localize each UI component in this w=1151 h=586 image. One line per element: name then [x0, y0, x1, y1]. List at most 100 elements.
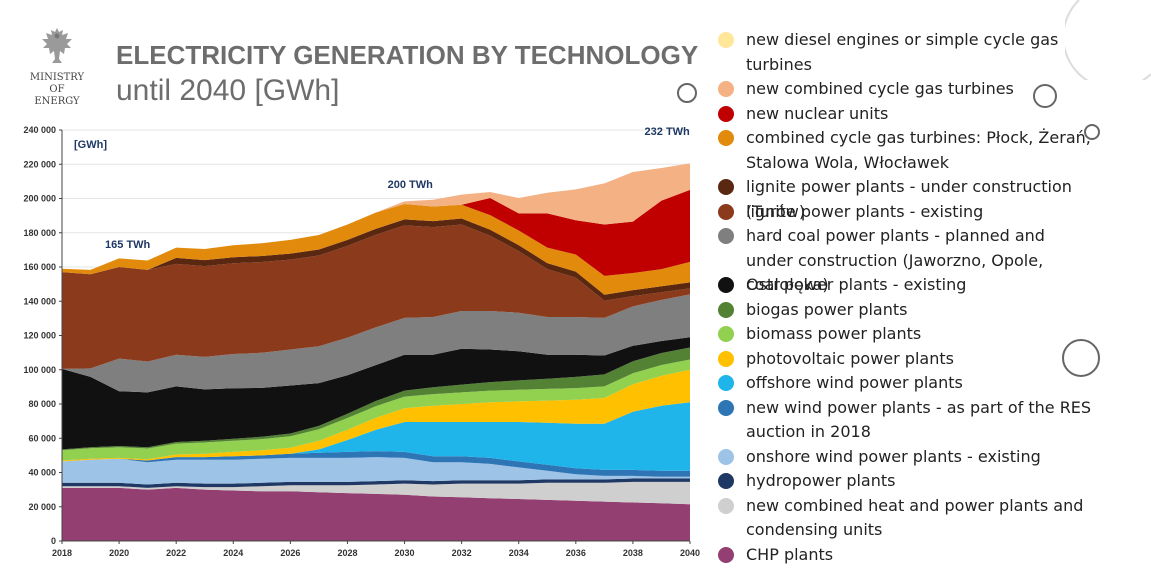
series-area-4 [62, 451, 690, 477]
x-tick-label: 2020 [109, 548, 129, 558]
ministry-line-1: MINISTRY [29, 72, 85, 83]
series-area-3 [62, 457, 690, 485]
legend-label: combined cycle gas turbines: Płock, Żera… [746, 128, 1091, 172]
total-annotation: 165 TWh [105, 239, 151, 251]
x-tick-label: 2028 [337, 548, 357, 558]
series-area-0 [62, 487, 690, 541]
legend-label: new combined heat and power plants and c… [746, 495, 1084, 540]
legend-item: onshore wind power plants - existing [718, 445, 1096, 470]
y-tick-label: 40 000 [28, 468, 56, 478]
legend-swatch [718, 473, 734, 489]
ministry-emblem: MINISTRY OF ENERGY [26, 26, 88, 108]
page-subtitle: until 2040 [GWh] [116, 74, 340, 107]
legend-swatch [718, 203, 734, 220]
total-annotation: 232 TWh [645, 126, 691, 138]
series-area-15 [62, 163, 690, 270]
legend-swatch [718, 228, 734, 244]
y-tick-label: 160 000 [23, 262, 56, 272]
series-area-6 [62, 369, 690, 462]
legend-label: new wind power plants - as part of the R… [746, 397, 1092, 442]
legend-label: CHP plants [746, 544, 834, 564]
legend-label: lignite power plants - existing [746, 201, 984, 221]
legend-swatch [718, 277, 734, 293]
legend-label: new combined cycle gas turbines [746, 79, 1014, 98]
decorative-arc [1065, 0, 1151, 80]
legend-label: onshore wind power plants - existing [746, 446, 1041, 466]
x-tick-label: 2040 [680, 548, 700, 558]
series-area-10 [62, 294, 690, 393]
y-tick-label: 80 000 [28, 399, 56, 409]
y-tick-label: 20 000 [28, 502, 56, 512]
decorative-circle [1033, 84, 1057, 108]
decorative-circle [677, 83, 697, 103]
legend-item: offshore wind power plants [718, 371, 1096, 396]
x-tick-label: 2038 [623, 548, 643, 558]
legend-item: lignite power plants - existing [718, 200, 1096, 225]
legend-swatch [718, 399, 734, 416]
ministry-line-2: OF ENERGY [34, 84, 80, 107]
legend-label: new diesel engines or simple cycle gas t… [746, 30, 1059, 74]
y-tick-label: 180 000 [23, 228, 56, 238]
series-area-9 [62, 337, 690, 450]
legend-swatch [718, 448, 734, 465]
x-tick-label: 2022 [166, 548, 186, 558]
x-tick-label: 2036 [566, 548, 586, 558]
legend-swatch [718, 497, 734, 514]
legend-item: new combined cycle gas turbines [718, 77, 1096, 102]
legend-swatch [718, 81, 734, 97]
legend-item: lignite power plants - under constructio… [718, 175, 1096, 224]
y-tick-label: 100 000 [23, 365, 56, 375]
legend-swatch [718, 32, 734, 48]
eagle-emblem-icon [42, 28, 72, 63]
unit-label: [GWh] [74, 139, 107, 151]
y-tick-label: 140 000 [23, 296, 56, 306]
total-annotation: 200 TWh [388, 179, 434, 191]
y-tick-label: 200 000 [23, 194, 56, 204]
series-area-7 [62, 359, 690, 461]
x-tick-label: 2018 [52, 548, 72, 558]
y-tick-label: 220 000 [23, 159, 56, 169]
legend-item: new nuclear units [718, 102, 1096, 127]
legend-swatch [718, 179, 734, 195]
y-tick-label: 240 000 [23, 125, 56, 135]
decorative-circle [1084, 124, 1100, 140]
legend-label: biogas power plants [746, 299, 908, 319]
series-area-5 [62, 402, 690, 471]
legend-label: hydropower plants [746, 471, 896, 490]
legend-item: combined cycle gas turbines: Płock, Żera… [718, 126, 1096, 175]
legend-label: biomass power plants [746, 324, 922, 343]
legend-label: hard coal power plants - planned and und… [746, 226, 1045, 294]
x-tick-label: 2032 [452, 548, 472, 558]
legend-label: coal power plants - existing [746, 275, 967, 294]
series-area-11 [62, 224, 690, 369]
legend-item: new wind power plants - as part of the R… [718, 396, 1096, 445]
legend-item: new combined heat and power plants and c… [718, 494, 1096, 543]
decorative-circle [1062, 339, 1100, 377]
stacked-area-chart: 0 20 000 40 000 60 000 80 000 100 000 120 000 1… [23, 125, 700, 558]
x-tick-label: 2024 [223, 548, 243, 558]
page-title: ELECTRICITY GENERATION BY TECHNOLOGY [116, 40, 699, 70]
x-tick-label: 2034 [509, 548, 529, 558]
y-tick-label: 0 [51, 536, 56, 546]
legend-item: biomass power plants [718, 322, 1096, 347]
legend-item: hydropower plants [718, 469, 1096, 494]
legend-label: new nuclear units [746, 103, 889, 123]
legend-item: CHP plants [718, 543, 1096, 568]
legend-item: photovoltaic power plants [718, 347, 1096, 372]
y-tick-label: 120 000 [23, 331, 56, 341]
series-area-12 [62, 218, 690, 301]
legend-swatch [718, 375, 734, 391]
legend-label: offshore wind power plants [746, 373, 963, 392]
legend-swatch [718, 105, 734, 122]
x-tick-label: 2026 [280, 548, 300, 558]
legend-swatch [718, 546, 734, 563]
series-area-2 [62, 478, 690, 488]
legend-swatch [718, 301, 734, 318]
legend-item: hard coal power plants - planned and und… [718, 224, 1096, 298]
series-area-1 [62, 481, 690, 505]
legend-swatch [718, 326, 734, 342]
legend-label: photovoltaic power plants [746, 348, 954, 368]
legend-swatch [718, 350, 734, 367]
y-tick-label: 60 000 [28, 433, 56, 443]
legend-swatch [718, 130, 734, 146]
